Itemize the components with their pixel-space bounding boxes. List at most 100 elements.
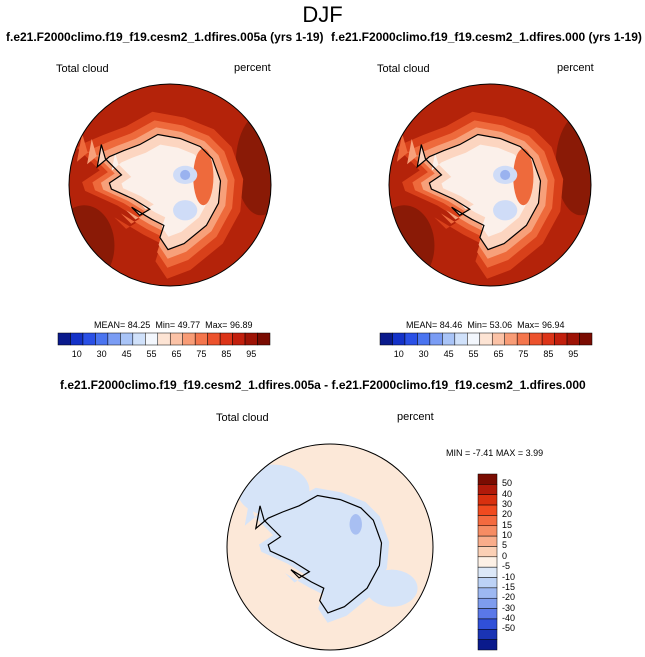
colorbar-box — [477, 535, 498, 547]
colorbar-tick-label: -5 — [502, 561, 511, 572]
colorbar-tick-label: 95 — [246, 349, 257, 359]
colorbar-boxes — [379, 332, 593, 346]
low-cloud-patch — [493, 200, 518, 221]
panel-1-mean: 84.25 — [127, 320, 151, 330]
colorbar-box — [477, 546, 498, 558]
panel-1-stats: MEAN= 84.25 Min= 49.77 Max= 96.89 — [94, 320, 252, 330]
colorbar-box — [477, 629, 498, 640]
map-boundary — [226, 443, 434, 651]
diff-panel-right-label: percent — [397, 411, 434, 423]
colorbar-tick-label: 20 — [502, 509, 513, 520]
colorbar-box — [579, 332, 593, 346]
colorbar-box — [477, 525, 498, 537]
colorbar-tick-label: 45 — [121, 349, 132, 359]
colorbar-tick-label: 30 — [96, 349, 107, 359]
dark-cloud-patch — [235, 114, 271, 216]
colorbar-tick-label: 45 — [443, 349, 454, 359]
panel-2-title: f.e21.F2000climo.f19_f19.cesm2_1.dfires.… — [331, 30, 642, 44]
cloud-band — [193, 148, 214, 206]
panel-1-min-label: Min= — [155, 320, 176, 330]
low-cloud-core — [180, 169, 191, 180]
colorbar-tick-label: 50 — [502, 478, 513, 489]
panel-1-colorbar: 10 30 45 55 65 75 85 95 — [57, 332, 271, 363]
antarctica-coastline — [254, 494, 383, 614]
colorbar-box — [477, 515, 498, 527]
panel-2-min: 53.06 — [489, 320, 513, 330]
antarctica-coastline — [96, 133, 222, 251]
panel-1-mean-label: MEAN= — [94, 320, 126, 330]
colorbar-tick-label: 10 — [71, 349, 82, 359]
colorbar-tick-label: 0 — [502, 550, 508, 561]
map-boundary — [68, 83, 272, 287]
diff-max-label: MAX = — [495, 448, 524, 458]
colorbar-box — [477, 484, 498, 495]
colorbar-tick-label: -50 — [502, 623, 516, 634]
panel-2-right-label: percent — [557, 62, 594, 74]
colorbar-box — [477, 494, 498, 506]
colorbar-tick-label: 65 — [493, 349, 504, 359]
colorbar-tick-label: 10 — [502, 530, 513, 541]
colorbar-box — [477, 504, 498, 516]
figure-title: DJF — [302, 2, 343, 27]
colorbar-tick-label: 95 — [568, 349, 579, 359]
colorbar-box — [477, 597, 498, 609]
panel-1-title: f.e21.F2000climo.f19_f19.cesm2_1.dfires.… — [6, 30, 324, 44]
colorbar-boxes — [57, 332, 271, 346]
colorbar-tick-label: 65 — [171, 349, 182, 359]
colorbar-tick-label: 40 — [502, 488, 513, 499]
colorbar-tick-label: 55 — [468, 349, 479, 359]
colorbar-tick-label: 75 — [518, 349, 529, 359]
colorbar-tick-label: 85 — [221, 349, 232, 359]
colorbar-boxes — [477, 473, 498, 651]
colorbar-box — [257, 332, 271, 346]
panel-2-max: 96.94 — [541, 320, 565, 330]
panel-2-mean: 84.46 — [439, 320, 463, 330]
colorbar-tick-label: -20 — [502, 592, 516, 603]
colorbar-tick-label: 30 — [418, 349, 429, 359]
diff-blue-core — [349, 514, 362, 535]
panel-1-min: 49.77 — [177, 320, 201, 330]
panel-2-colorbar: 10 30 45 55 65 75 85 95 — [379, 332, 593, 363]
colorbar-tick-label: 85 — [543, 349, 554, 359]
colorbar-box — [477, 556, 498, 568]
diff-min-label: MIN = — [446, 448, 471, 458]
panel-1-max-label: Max= — [205, 320, 228, 330]
dark-cloud-patch — [555, 114, 591, 216]
panel-1-right-label: percent — [234, 62, 271, 74]
panel-2-left-label: Total cloud — [377, 63, 430, 75]
colorbar-box — [477, 577, 498, 589]
colorbar-tick-label: 55 — [146, 349, 157, 359]
colorbar-tick-label: 75 — [196, 349, 207, 359]
colorbar-tick-label: -40 — [502, 612, 516, 623]
panel-2-stats: MEAN= 84.46 Min= 53.06 Max= 96.94 — [406, 320, 564, 330]
diff-max: 3.99 — [525, 448, 544, 458]
panel-1-max: 96.89 — [229, 320, 253, 330]
colorbar-tick-label: -10 — [502, 571, 516, 582]
colorbar-box — [477, 473, 498, 485]
colorbar-tick-label: -15 — [502, 581, 516, 592]
panel-2-mean-label: MEAN= — [406, 320, 438, 330]
low-cloud-patch — [173, 200, 198, 221]
colorbar-tick-label: 10 — [393, 349, 404, 359]
diff-blue-patch — [237, 464, 310, 517]
colorbar-box — [477, 566, 498, 578]
antarctica-coastline — [416, 133, 542, 251]
diff-panel-left-label: Total cloud — [216, 412, 269, 424]
panel-1-left-label: Total cloud — [56, 63, 109, 75]
colorbar-box — [477, 587, 498, 599]
map-boundary — [388, 83, 592, 287]
map-field — [389, 84, 591, 286]
colorbar-box — [477, 618, 498, 630]
diff-panel-stats: MIN = -7.41 MAX = 3.99 — [446, 448, 543, 458]
low-cloud-core — [500, 169, 511, 180]
diff-blue-patch — [366, 569, 418, 607]
diff-colorbar: 50 40 30 20 15 10 5 0 -5 -10 -15 -20 -30 -40 -50 — [477, 473, 538, 651]
diff-min: -7.41 — [472, 448, 494, 458]
colorbar-box — [477, 608, 498, 620]
panel-2-max-label: Max= — [517, 320, 540, 330]
colorbar-tick-label: 30 — [502, 499, 513, 510]
panel-2-min-label: Min= — [467, 320, 488, 330]
